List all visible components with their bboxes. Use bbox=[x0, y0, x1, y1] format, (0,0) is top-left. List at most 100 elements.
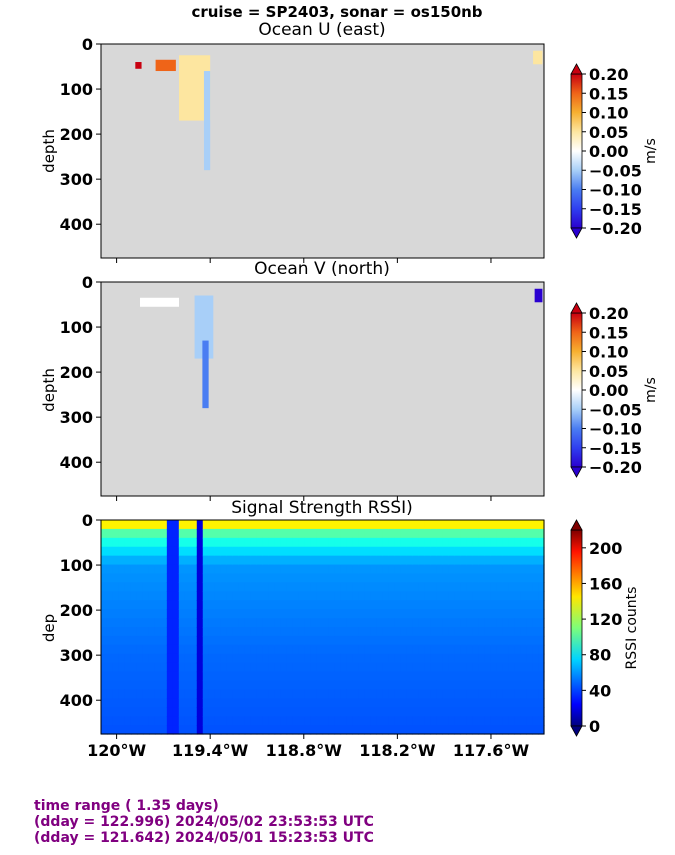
rssi-cell bbox=[178, 653, 186, 664]
rssi-cell bbox=[394, 564, 401, 575]
rssi-cell bbox=[496, 520, 503, 530]
rssi-cell bbox=[364, 689, 371, 699]
rssi-cell bbox=[490, 662, 497, 673]
rssi-cell bbox=[340, 564, 348, 575]
rssi-cell bbox=[514, 716, 521, 726]
rssi-cell bbox=[286, 662, 294, 673]
rssi-cell bbox=[256, 671, 264, 682]
rssi-cell bbox=[166, 698, 174, 708]
rssi-cell bbox=[514, 644, 521, 655]
rssi-cell bbox=[106, 546, 114, 557]
rssi-cell bbox=[346, 627, 354, 637]
rssi-cell bbox=[358, 546, 366, 557]
rssi-cell bbox=[514, 662, 521, 673]
rssi-cell bbox=[274, 573, 282, 584]
rssi-cell bbox=[298, 653, 306, 664]
rssi-cell bbox=[220, 644, 228, 655]
rssi-cell bbox=[298, 725, 306, 735]
rssi-cell bbox=[124, 689, 132, 699]
rssi-cell bbox=[220, 582, 228, 592]
rssi-cell bbox=[160, 520, 168, 530]
rssi-cell bbox=[292, 573, 300, 584]
rssi-cell bbox=[328, 644, 336, 655]
rssi-cell bbox=[244, 546, 252, 557]
rssi-cell bbox=[130, 609, 138, 619]
rssi-cell bbox=[508, 644, 515, 655]
rssi-cell bbox=[232, 555, 240, 566]
rssi-cell bbox=[436, 716, 443, 726]
rssi-cell bbox=[526, 662, 533, 673]
rssi-cell bbox=[400, 520, 407, 530]
rssi-cell bbox=[154, 698, 162, 708]
rssi-cell bbox=[112, 716, 120, 726]
rssi-cell bbox=[190, 546, 198, 557]
rssi-cell bbox=[448, 555, 455, 566]
rssi-cell bbox=[244, 689, 252, 699]
rssi-cell bbox=[262, 644, 270, 655]
rssi-cell bbox=[340, 555, 348, 566]
rssi-cell bbox=[148, 671, 156, 682]
rssi-cell bbox=[400, 653, 407, 664]
rssi-cell bbox=[292, 725, 300, 735]
rssi-cell bbox=[394, 582, 401, 592]
rssi-cell bbox=[256, 591, 264, 601]
rssi-cell bbox=[244, 707, 252, 717]
colorbar-tick-label: 0.10 bbox=[589, 343, 628, 362]
rssi-cell bbox=[346, 689, 354, 699]
rssi-cell bbox=[394, 573, 401, 584]
rssi-cell bbox=[346, 520, 354, 530]
rssi-cell bbox=[112, 618, 120, 628]
rssi-cell bbox=[130, 582, 138, 592]
rssi-cell bbox=[262, 635, 270, 646]
rssi-cell bbox=[130, 725, 138, 735]
rssi-cell bbox=[334, 680, 342, 691]
rssi-cell bbox=[208, 618, 216, 628]
rssi-cell bbox=[478, 546, 485, 557]
rssi-cell bbox=[106, 707, 114, 717]
rssi-cell bbox=[472, 618, 479, 628]
rssi-cell bbox=[106, 644, 114, 655]
rssi-cell bbox=[478, 573, 485, 584]
rssi-cell bbox=[436, 582, 443, 592]
rssi-cell bbox=[532, 555, 539, 566]
rssi-cell bbox=[124, 564, 132, 575]
rssi-cell bbox=[424, 644, 431, 655]
rssi-cell bbox=[118, 725, 126, 735]
rssi-cell bbox=[160, 600, 168, 610]
rssi-cell bbox=[118, 627, 126, 637]
rssi-cell bbox=[508, 528, 515, 539]
rssi-cell bbox=[376, 537, 383, 548]
rssi-cell bbox=[484, 698, 491, 708]
rssi-cell bbox=[388, 618, 395, 628]
rssi-cell bbox=[220, 609, 228, 619]
rssi-cell bbox=[178, 555, 186, 566]
rssi-cell bbox=[352, 662, 360, 673]
rssi-cell bbox=[532, 520, 539, 530]
rssi-cell bbox=[250, 537, 258, 548]
rssi-cell bbox=[436, 725, 443, 735]
rssi-cell bbox=[208, 555, 216, 566]
rssi-cell bbox=[364, 618, 371, 628]
rssi-cell bbox=[490, 591, 497, 601]
rssi-cell bbox=[340, 644, 348, 655]
rssi-cell bbox=[124, 644, 132, 655]
rssi-cell bbox=[430, 564, 437, 575]
rssi-cell bbox=[538, 609, 545, 619]
rssi-cell bbox=[160, 635, 168, 646]
time-range-start: (dday = 121.642) 2024/05/01 15:23:53 UTC bbox=[34, 830, 374, 846]
rssi-cell bbox=[286, 653, 294, 664]
rssi-cell bbox=[484, 653, 491, 664]
rssi-cell bbox=[304, 618, 312, 628]
rssi-cell bbox=[364, 653, 371, 664]
rssi-cell bbox=[310, 662, 318, 673]
rssi-cell bbox=[430, 618, 437, 628]
rssi-cell bbox=[124, 680, 132, 691]
rssi-cell bbox=[406, 528, 413, 539]
rssi-cell bbox=[466, 618, 473, 628]
rssi-cell bbox=[358, 653, 366, 664]
rssi-cell bbox=[364, 555, 371, 566]
rssi-cell bbox=[256, 725, 264, 735]
rssi-cell bbox=[268, 618, 276, 628]
rssi-cell bbox=[412, 600, 419, 610]
